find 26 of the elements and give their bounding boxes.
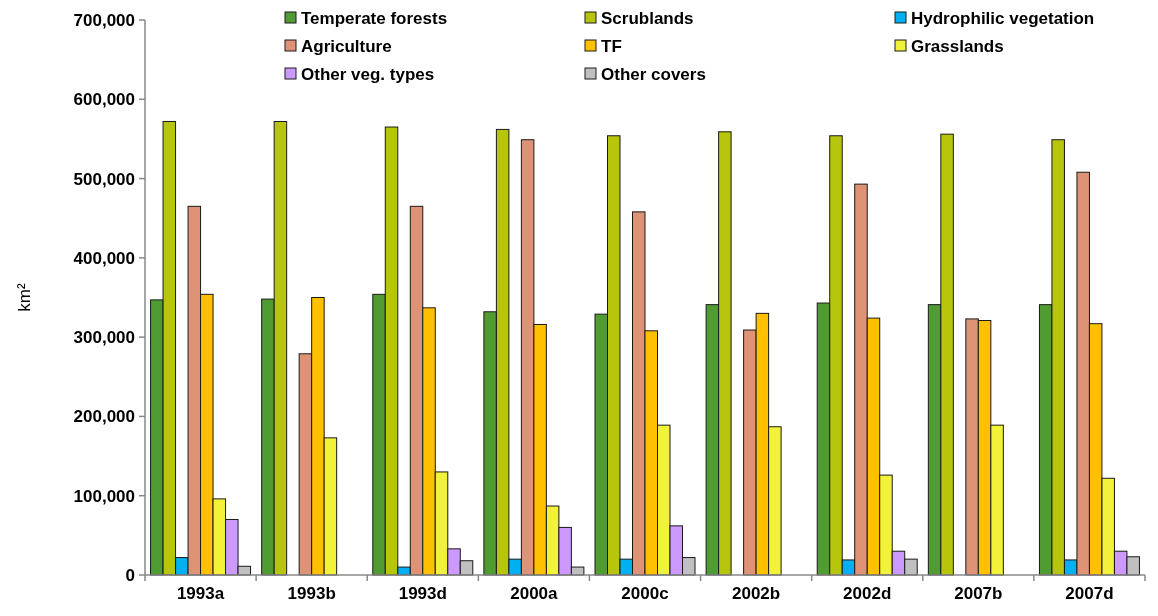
y-tick-label: 100,000 bbox=[73, 486, 135, 506]
y-tick-label: 400,000 bbox=[73, 248, 135, 268]
legend-label: Agriculture bbox=[301, 36, 392, 56]
legend-label: Grasslands bbox=[911, 36, 1004, 56]
y-tick-label: 0 bbox=[125, 565, 135, 585]
legend-label: Scrublands bbox=[601, 8, 694, 28]
legend-label: TF bbox=[601, 36, 622, 56]
x-tick-label: 2002d bbox=[843, 584, 892, 603]
x-tick-label: 2002b bbox=[732, 584, 781, 603]
legend-label: Other covers bbox=[601, 64, 706, 84]
x-tick-label: 2000c bbox=[621, 584, 669, 603]
y-tick-label: 200,000 bbox=[73, 407, 135, 427]
x-tick-label: 2000a bbox=[510, 584, 559, 603]
legend-label: Hydrophilic vegetation bbox=[911, 8, 1095, 28]
y-tick-label: 300,000 bbox=[73, 328, 135, 348]
x-tick-label: 2007b bbox=[954, 584, 1003, 603]
legend-label: Other veg. types bbox=[301, 64, 435, 84]
y-tick-label: 500,000 bbox=[73, 169, 135, 189]
x-tick-label: 1993a bbox=[176, 584, 225, 603]
y-tick-label: 600,000 bbox=[73, 90, 135, 110]
y-axis-title: km² bbox=[15, 283, 34, 312]
y-tick-label: 700,000 bbox=[73, 10, 135, 30]
x-tick-label: 1993b bbox=[287, 584, 336, 603]
x-tick-label: 1993d bbox=[398, 584, 447, 603]
legend-label: Temperate forests bbox=[301, 8, 448, 28]
x-tick-label: 2007d bbox=[1065, 584, 1114, 603]
